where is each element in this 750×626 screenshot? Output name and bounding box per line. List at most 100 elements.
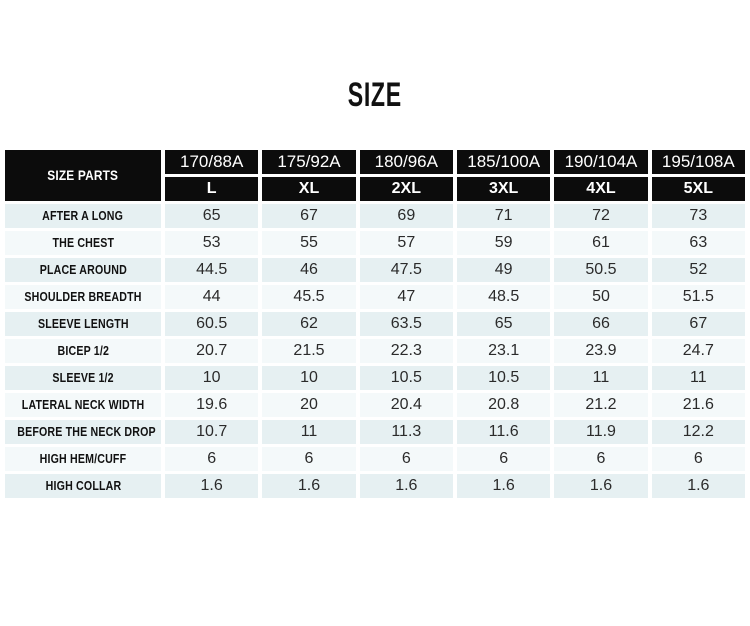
value-cell: 44 [165,285,259,309]
row-label-text: HIGH COLLAR [45,479,121,493]
table-row: THE CHEST 53 55 57 59 61 63 [5,231,745,255]
value-cell: 6 [262,447,356,471]
row-label-text: BEFORE THE NECK DROP [17,425,156,439]
size-table-header: SIZE PARTS 170/88A 175/92A 180/96A 185/100A… [5,150,745,201]
value-cell: 69 [359,204,453,228]
value-cell: 57 [359,231,453,255]
value-cell: 63 [651,231,745,255]
value-cell: 55 [262,231,356,255]
corner-header-text: SIZE PARTS [47,166,119,183]
column-header-size-label: 2XL [359,177,453,201]
row-label-cell: AFTER A LONG [5,204,161,228]
value-cell: 11 [262,420,356,444]
value-cell: 10.7 [165,420,259,444]
value-cell: 11 [554,366,648,390]
value-cell: 50 [554,285,648,309]
value-cell: 21.2 [554,393,648,417]
table-row: AFTER A LONG 65 67 69 71 72 73 [5,204,745,228]
value-cell: 1.6 [262,474,356,498]
value-cell: 72 [554,204,648,228]
value-cell: 45.5 [262,285,356,309]
value-cell: 6 [165,447,259,471]
row-label-cell: HIGH COLLAR [5,474,161,498]
row-label-cell: BICEP 1/2 [5,339,161,363]
value-cell: 59 [456,231,551,255]
value-cell: 22.3 [359,339,453,363]
size-chart-page: SIZE SIZE PARTS 170/88A 175/92A 180/96A 185… [0,78,750,626]
value-cell: 66 [554,312,648,336]
table-row: LATERAL NECK WIDTH 19.6 20 20.4 20.8 21.2 21.6 [5,393,745,417]
value-cell: 47.5 [359,258,453,282]
value-cell: 1.6 [651,474,745,498]
column-header-size-label: XL [262,177,356,201]
value-cell: 61 [554,231,648,255]
value-cell: 21.5 [262,339,356,363]
value-cell: 51.5 [651,285,745,309]
page-title-text: SIZE [347,76,403,114]
value-cell: 6 [554,447,648,471]
header-row-sizes: L XL 2XL 3XL 4XL 5XL [5,177,745,201]
row-label-text: THE CHEST [52,236,114,250]
value-cell: 23.1 [456,339,551,363]
value-cell: 10 [165,366,259,390]
row-label-text: PLACE AROUND [39,263,127,277]
value-cell: 6 [456,447,551,471]
value-cell: 47 [359,285,453,309]
row-label-cell: SLEEVE 1/2 [5,366,161,390]
value-cell: 49 [456,258,551,282]
size-table-body: AFTER A LONG 65 67 69 71 72 73 THE CHEST 53 55 57 5… [5,204,745,498]
value-cell: 20.4 [359,393,453,417]
value-cell: 62 [262,312,356,336]
value-cell: 21.6 [651,393,745,417]
row-label-cell: HIGH HEM/CUFF [5,447,161,471]
value-cell: 11.6 [456,420,551,444]
value-cell: 6 [651,447,745,471]
size-table: SIZE PARTS 170/88A 175/92A 180/96A 185/100A… [1,147,749,501]
value-cell: 50.5 [554,258,648,282]
value-cell: 11.3 [359,420,453,444]
value-cell: 67 [262,204,356,228]
column-header-size-code: 185/100A [456,150,551,174]
value-cell: 11.9 [554,420,648,444]
column-header-size-label: L [165,177,259,201]
table-row: SHOULDER BREADTH 44 45.5 47 48.5 50 51.5 [5,285,745,309]
row-label-cell: PLACE AROUND [5,258,161,282]
row-label-text: SLEEVE LENGTH [37,317,129,331]
row-label-text: LATERAL NECK WIDTH [21,398,145,412]
row-label-text: BICEP 1/2 [57,344,109,358]
value-cell: 71 [456,204,551,228]
value-cell: 12.2 [651,420,745,444]
value-cell: 52 [651,258,745,282]
table-row: BEFORE THE NECK DROP 10.7 11 11.3 11.6 11.9 12… [5,420,745,444]
value-cell: 6 [359,447,453,471]
row-label-cell: THE CHEST [5,231,161,255]
column-header-size-code: 190/104A [554,150,648,174]
column-header-size-code: 180/96A [359,150,453,174]
value-cell: 44.5 [165,258,259,282]
column-header-size-code: 175/92A [262,150,356,174]
row-label-text: HIGH HEM/CUFF [39,452,127,466]
page-title: SIZE [0,78,750,112]
value-cell: 10 [262,366,356,390]
column-header-size-code: 195/108A [651,150,745,174]
value-cell: 23.9 [554,339,648,363]
column-header-size-label: 4XL [554,177,648,201]
row-label-cell: SLEEVE LENGTH [5,312,161,336]
table-row: SLEEVE LENGTH 60.5 62 63.5 65 66 67 [5,312,745,336]
value-cell: 19.6 [165,393,259,417]
table-row: HIGH COLLAR 1.6 1.6 1.6 1.6 1.6 1.6 [5,474,745,498]
value-cell: 1.6 [456,474,551,498]
value-cell: 53 [165,231,259,255]
value-cell: 10.5 [456,366,551,390]
value-cell: 1.6 [165,474,259,498]
value-cell: 20 [262,393,356,417]
value-cell: 63.5 [359,312,453,336]
value-cell: 65 [456,312,551,336]
header-row-codes: SIZE PARTS 170/88A 175/92A 180/96A 185/100A… [5,150,745,201]
table-row: BICEP 1/2 20.7 21.5 22.3 23.1 23.9 24.7 [5,339,745,363]
row-label-cell: BEFORE THE NECK DROP [5,420,161,444]
value-cell: 20.8 [456,393,551,417]
value-cell: 67 [651,312,745,336]
value-cell: 20.7 [165,339,259,363]
row-label-cell: LATERAL NECK WIDTH [5,393,161,417]
